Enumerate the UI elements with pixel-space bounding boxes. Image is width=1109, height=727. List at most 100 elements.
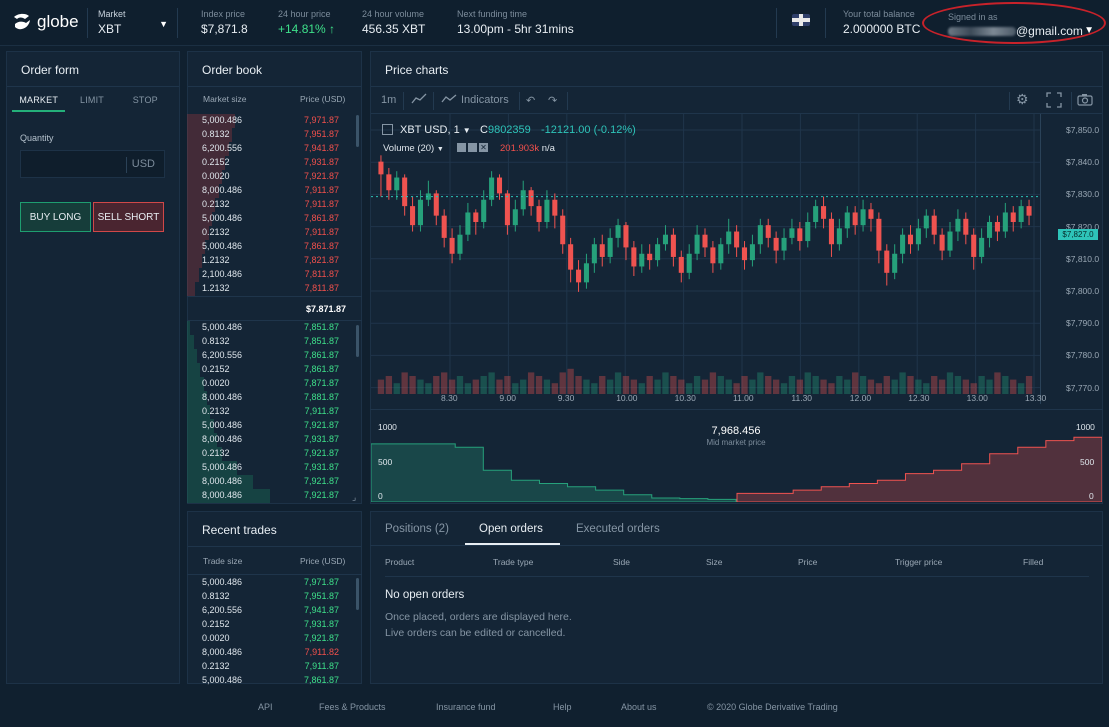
order-book-row[interactable]: 0.2152 7,931.87 [187, 618, 353, 632]
order-book-row[interactable]: 8,000.486 7,881.87 [187, 391, 353, 405]
order-book-row[interactable]: 2,100.486 7,811.87 [187, 268, 353, 282]
order-book-row[interactable]: 5,000.486 7,861.87 [187, 674, 353, 688]
footer-link-fees[interactable]: Fees & Products [319, 702, 386, 712]
tab-open-orders[interactable]: Open orders [479, 523, 543, 535]
depth-bar [187, 282, 195, 296]
order-book-row[interactable]: 0.8132 7,951.87 [187, 590, 353, 604]
order-book-row[interactable]: 0.8132 7,851.87 [187, 335, 353, 349]
order-book-row[interactable]: 0.2152 7,861.87 [187, 363, 353, 377]
candle-body [417, 199, 423, 226]
depth-bar [187, 254, 202, 268]
col-size: Market size [203, 94, 247, 104]
order-book-row[interactable]: 0.2152 7,931.87 [187, 156, 353, 170]
order-book-row[interactable]: 6,200.556 7,861.87 [187, 349, 353, 363]
tab-executed-orders[interactable]: Executed orders [576, 523, 660, 535]
row-price: 7,931.87 [303, 434, 339, 444]
volume-na: n/a [541, 143, 555, 154]
chevron-down-icon: ▼ [462, 126, 471, 135]
quantity-input[interactable]: USD [20, 150, 165, 178]
footer-link-api[interactable]: API [258, 702, 273, 712]
interval-button[interactable]: 1m [381, 94, 397, 106]
tab-market[interactable]: MARKET [12, 86, 66, 112]
order-book-row[interactable]: 5,000.486 7,971.87 [187, 576, 353, 590]
order-book-row[interactable]: 8,000.486 7,921.87 [187, 489, 353, 503]
settings-icon[interactable] [468, 143, 477, 152]
chart-symbol[interactable]: XBT USD, 1 ▼ [400, 124, 471, 136]
volume-bar [567, 368, 574, 394]
row-size: 2,100.486 [202, 269, 243, 279]
tab-limit[interactable]: LIMIT [79, 95, 104, 105]
row-price: 7,851.87 [303, 336, 339, 346]
footer-link-insurance[interactable]: Insurance fund [436, 702, 496, 712]
order-book-row[interactable]: 0.2132 7,911.87 [187, 198, 353, 212]
order-book-row[interactable]: 5,000.486 7,861.87 [187, 212, 353, 226]
row-price: 7,861.87 [303, 213, 339, 223]
y-tick-label: $7,810.0 [1066, 253, 1100, 264]
order-book-row[interactable]: 1.2132 7,811.87 [187, 282, 353, 296]
y-tick-label: $7,830.0 [1066, 189, 1100, 200]
order-book-row[interactable]: 8,000.486 7,911.87 [187, 184, 353, 198]
close-icon[interactable]: ✕ [479, 143, 488, 152]
order-book-row[interactable]: 5,000.486 7,921.87 [187, 419, 353, 433]
order-book-row[interactable]: 0.0020 7,921.87 [187, 632, 353, 646]
uk-flag-icon[interactable] [792, 14, 810, 26]
order-book-row[interactable]: 6,200.556 7,941.87 [187, 142, 353, 156]
order-book-row[interactable]: 8,000.486 7,931.87 [187, 433, 353, 447]
order-book-row[interactable]: 5,000.486 7,851.87 [187, 321, 353, 335]
mid-market-value: 7,968.456 [711, 425, 761, 437]
volume-bar [433, 376, 440, 394]
depth-chart[interactable] [371, 432, 1102, 502]
volume-bar [559, 372, 566, 394]
order-book-row[interactable]: 6,200.556 7,941.87 [187, 604, 353, 618]
volume-bar [717, 376, 724, 394]
scrollbar[interactable] [356, 115, 359, 147]
sell-short-button[interactable]: SELL SHORT [93, 202, 164, 232]
fullscreen-icon[interactable] [1046, 92, 1062, 111]
indicators-icon[interactable] [441, 92, 457, 109]
collapse-legend-icon[interactable] [382, 124, 393, 135]
candle-body [805, 222, 811, 242]
undo-icon[interactable]: ↶ [526, 95, 536, 107]
order-book-row[interactable]: 0.0020 7,871.87 [187, 377, 353, 391]
row-price: 7,941.87 [303, 605, 339, 615]
settings-gear-icon[interactable]: ⚙ [1016, 91, 1029, 107]
order-book-row[interactable]: 5,000.486 7,931.87 [187, 461, 353, 475]
chevron-down-icon: ▼ [436, 146, 444, 153]
order-book-row[interactable]: 8,000.486 7,921.87 [187, 475, 353, 489]
order-book-row[interactable]: 5,000.486 7,861.87 [187, 240, 353, 254]
row-size: 8,000.486 [202, 185, 243, 195]
current-price-tag: $7,827.0 [1058, 229, 1098, 240]
scrollbar[interactable] [356, 325, 359, 357]
order-book-row[interactable]: 0.8132 7,951.87 [187, 128, 353, 142]
order-book-row[interactable]: 0.2132 7,911.87 [187, 226, 353, 240]
account-menu[interactable]: Signed in as @gmail.com ▼ [922, 2, 1106, 44]
footer-link-about[interactable]: About us [621, 702, 657, 712]
order-book-row[interactable]: 1.2132 7,821.87 [187, 254, 353, 268]
indicators-button[interactable]: Indicators [461, 94, 509, 106]
volume-legend[interactable]: Volume (20) ▼ [383, 143, 444, 154]
order-book-row[interactable]: 5,000.486 7,971.87 [187, 114, 353, 128]
tab-stop[interactable]: STOP [132, 95, 158, 105]
camera-icon[interactable] [1077, 93, 1093, 109]
tab-positions[interactable]: Positions (2) [385, 523, 449, 535]
volume-bar [551, 383, 558, 394]
candlestick-chart[interactable] [371, 114, 1041, 394]
x-tick-label: 9.00 [499, 393, 516, 403]
globe-logo[interactable]: globe [12, 12, 79, 32]
market-selector[interactable]: Market XBT ▼ [98, 9, 168, 36]
order-book-row[interactable]: 0.2132 7,911.87 [187, 405, 353, 419]
order-book-row[interactable]: 0.2132 7,921.87 [187, 447, 353, 461]
resize-handle-icon[interactable]: ⌟ [352, 492, 357, 502]
order-book-row[interactable]: 0.2132 7,911.87 [187, 660, 353, 674]
order-book-row[interactable]: 0.0020 7,921.87 [187, 170, 353, 184]
visibility-icon[interactable] [457, 143, 466, 152]
redo-icon[interactable]: ↷ [548, 95, 558, 107]
volume-bar [417, 379, 424, 394]
buy-long-button[interactable]: BUY LONG [20, 202, 91, 232]
footer-link-help[interactable]: Help [553, 702, 572, 712]
empty-line-1: Once placed, orders are displayed here. [385, 611, 572, 623]
scrollbar[interactable] [356, 578, 359, 610]
24h-price-label: 24 hour price [278, 9, 331, 19]
chart-type-icon[interactable] [411, 92, 427, 109]
order-book-row[interactable]: 8,000.486 7,911.82 [187, 646, 353, 660]
